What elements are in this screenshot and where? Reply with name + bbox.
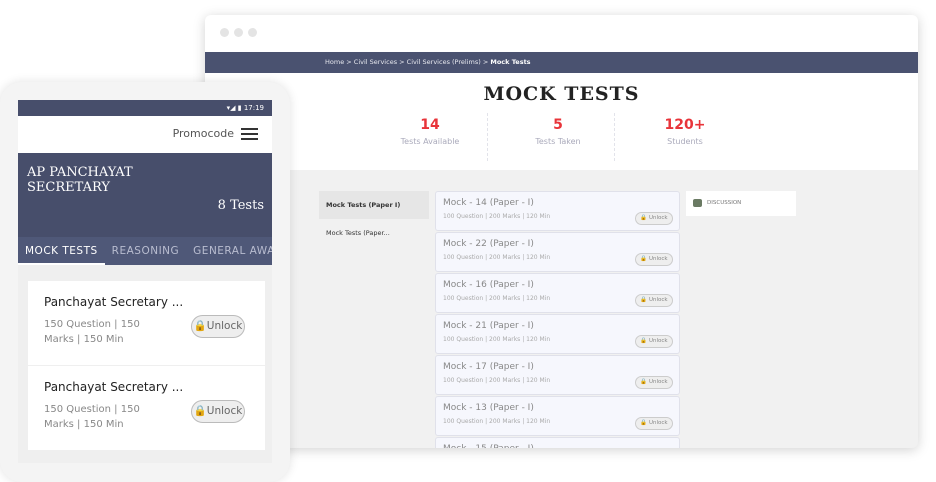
test-meta: 100 Question | 200 Marks | 120 Min (443, 377, 551, 384)
discussion-label: DISCUSSION (707, 200, 742, 206)
stat-value: 120+ (664, 117, 706, 133)
unlock-button[interactable]: 🔒Unlock (191, 315, 245, 338)
stat-label: Tests Available (400, 137, 460, 146)
test-meta: 100 Question | 200 Marks | 120 Min (443, 254, 551, 261)
lock-icon: 🔒 (193, 405, 207, 417)
unlock-button[interactable]: 🔒 Unlock (635, 335, 673, 348)
test-card[interactable]: Panchayat Secretary ... 150 Question | 15… (28, 366, 265, 450)
test-title: Mock - 15 (Paper - I) (443, 444, 672, 448)
test-title: Mock - 17 (Paper - I) (443, 362, 534, 372)
breadcrumb-home[interactable]: Home (325, 58, 345, 66)
unlock-label: Unlock (648, 256, 668, 262)
test-card[interactable]: Mock - 15 (Paper - I) (435, 437, 680, 448)
stat-tests-taken: 5 Tests Taken (493, 117, 623, 146)
divider (487, 113, 488, 161)
unlock-button[interactable]: 🔒 Unlock (635, 253, 673, 266)
lock-icon: 🔒 (640, 256, 648, 262)
sidebar: Mock Tests (Paper I) Mock Tests (Paper..… (319, 191, 429, 247)
lock-icon: 🔒 (640, 215, 648, 221)
tab-mock-tests[interactable]: MOCK TESTS (18, 237, 105, 265)
desktop-window: Home > Civil Services > Civil Services (… (205, 15, 918, 448)
page-title: MOCK TESTS (483, 83, 640, 105)
test-meta: 100 Question | 200 Marks | 120 Min (443, 336, 551, 343)
test-title: Panchayat Secretary ... (44, 295, 184, 309)
title-bar (205, 15, 918, 52)
test-title: Mock - 16 (Paper - I) (443, 280, 534, 290)
unlock-label: Unlock (648, 379, 668, 385)
test-card[interactable]: Mock - 17 (Paper - I) 100 Question | 200 … (435, 355, 680, 395)
test-list: Mock - 14 (Paper - I) 100 Question | 200 … (435, 191, 680, 448)
breadcrumb-current: Mock Tests (490, 58, 531, 66)
unlock-button[interactable]: 🔒Unlock (191, 400, 245, 423)
tab-bar: MOCK TESTS REASONING GENERAL AWARENESS (18, 237, 272, 265)
app-bar: Promocode (18, 116, 272, 153)
test-card[interactable]: Mock - 14 (Paper - I) 100 Question | 200 … (435, 191, 680, 231)
test-title: Panchayat Secretary ... (44, 380, 184, 394)
window-dot (220, 28, 229, 37)
lock-icon: 🔒 (193, 320, 207, 332)
window-dot (234, 28, 243, 37)
stat-students: 120+ Students (620, 117, 750, 146)
unlock-button[interactable]: 🔒 Unlock (635, 376, 673, 389)
test-card[interactable]: Mock - 21 (Paper - I) 100 Question | 200 … (435, 314, 680, 354)
test-count: 8 Tests (217, 198, 264, 213)
stat-value: 5 (553, 117, 563, 133)
menu-icon[interactable] (241, 128, 258, 140)
unlock-label: Unlock (206, 320, 243, 332)
test-title: Mock - 13 (Paper - I) (443, 403, 534, 413)
unlock-button[interactable]: 🔒 Unlock (635, 417, 673, 430)
test-card[interactable]: Mock - 16 (Paper - I) 100 Question | 200 … (435, 273, 680, 313)
lock-icon: 🔒 (640, 338, 648, 344)
promocode-link[interactable]: Promocode (172, 127, 234, 140)
test-meta: 100 Question | 200 Marks | 120 Min (443, 213, 551, 220)
unlock-label: Unlock (648, 338, 668, 344)
exam-header: AP PANCHAYAT SECRETARY 8 Tests (18, 153, 272, 237)
test-card[interactable]: Mock - 22 (Paper - I) 100 Question | 200 … (435, 232, 680, 272)
lock-icon: 🔒 (640, 297, 648, 303)
status-bar: ▾◢ ▮ 17:19 (18, 100, 272, 116)
window-dot (248, 28, 257, 37)
discussion-button[interactable]: DISCUSSION (686, 191, 796, 216)
test-meta: 150 Question | 150 Marks | 150 Min (44, 404, 140, 430)
discussion-icon (693, 199, 702, 207)
stat-label: Tests Taken (535, 137, 581, 146)
lock-icon: 🔒 (640, 420, 648, 426)
sidebar-item-paper-1[interactable]: Mock Tests (Paper I) (319, 191, 429, 219)
unlock-button[interactable]: 🔒 Unlock (635, 212, 673, 225)
test-title: Mock - 21 (Paper - I) (443, 321, 534, 331)
test-meta: 100 Question | 200 Marks | 120 Min (443, 295, 551, 302)
test-title: Mock - 22 (Paper - I) (443, 239, 534, 249)
stat-tests-available: 14 Tests Available (365, 117, 495, 146)
signal-icon: ▾◢ ▮ (226, 104, 244, 112)
phone-screen: ▾◢ ▮ 17:19 Promocode AP PANCHAYAT SECRET… (18, 100, 272, 463)
exam-title: AP PANCHAYAT SECRETARY (27, 165, 133, 195)
test-card[interactable]: Panchayat Secretary ... 150 Question | 15… (28, 281, 265, 365)
tab-reasoning[interactable]: REASONING (111, 245, 180, 257)
lock-icon: 🔒 (640, 379, 648, 385)
status-time: 17:19 (243, 104, 264, 112)
test-meta: 150 Question | 150 Marks | 150 Min (44, 319, 140, 345)
stat-label: Students (667, 137, 703, 146)
page-header: MOCK TESTS 14 Tests Available 5 Tests Take… (205, 73, 918, 170)
test-title: Mock - 14 (Paper - I) (443, 198, 534, 208)
divider (614, 113, 615, 161)
unlock-label: Unlock (648, 215, 668, 221)
unlock-label: Unlock (206, 405, 243, 417)
stat-value: 14 (420, 117, 440, 133)
test-meta: 100 Question | 200 Marks | 120 Min (443, 418, 551, 425)
sidebar-item-paper-2[interactable]: Mock Tests (Paper... (326, 229, 390, 237)
unlock-button[interactable]: 🔒 Unlock (635, 294, 673, 307)
breadcrumb-prelims[interactable]: Civil Services (Prelims) (406, 58, 481, 66)
unlock-label: Unlock (648, 420, 668, 426)
test-card[interactable]: Mock - 13 (Paper - I) 100 Question | 200 … (435, 396, 680, 436)
tab-general-awareness[interactable]: GENERAL AWARENESS (193, 245, 272, 257)
breadcrumb-civil-services[interactable]: Civil Services (353, 58, 398, 66)
unlock-label: Unlock (648, 297, 668, 303)
breadcrumb: Home > Civil Services > Civil Services (… (205, 52, 918, 73)
